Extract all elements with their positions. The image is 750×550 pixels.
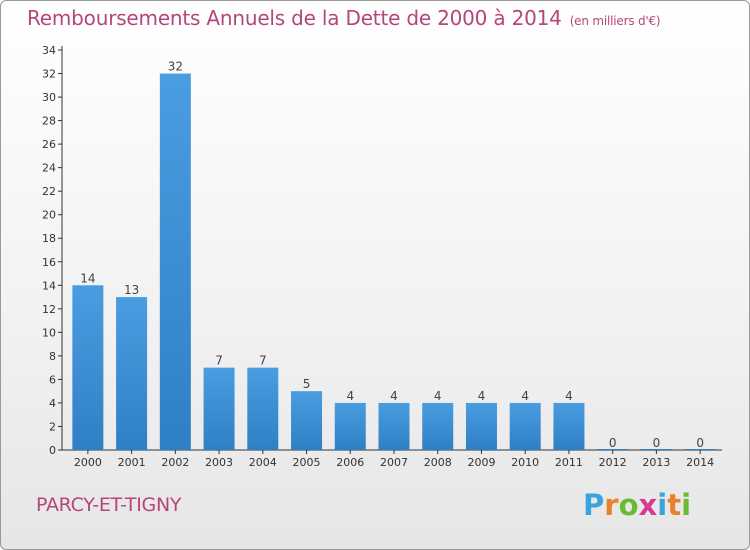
bar	[378, 402, 410, 450]
data-label: 7	[215, 354, 223, 368]
bar	[116, 297, 148, 450]
data-label: 13	[124, 283, 139, 297]
x-tick-label: 2004	[249, 456, 277, 469]
y-tick-label: 22	[42, 185, 56, 198]
data-label: 0	[653, 436, 661, 450]
y-tick-label: 2	[49, 420, 56, 433]
bar	[553, 402, 585, 450]
y-tick-label: 34	[42, 44, 56, 57]
data-label: 4	[521, 389, 529, 403]
logo-letter: i	[657, 488, 668, 522]
logo-letter: x	[638, 488, 658, 522]
proxiti-logo: Proxiti	[583, 488, 691, 522]
y-tick-label: 12	[42, 303, 56, 316]
bar	[422, 402, 454, 450]
x-tick-label: 2003	[205, 456, 233, 469]
y-tick-label: 20	[42, 209, 56, 222]
bar	[72, 285, 104, 450]
y-tick-label: 16	[42, 256, 56, 269]
logo-letter: r	[604, 488, 619, 522]
x-tick-label: 2012	[599, 456, 627, 469]
logo-letter: P	[583, 488, 605, 522]
bar	[159, 73, 191, 450]
bar	[203, 367, 235, 450]
bar	[640, 449, 672, 450]
data-label: 4	[346, 389, 354, 403]
x-tick-label: 2014	[686, 456, 714, 469]
y-tick-label: 6	[49, 373, 56, 386]
data-label: 4	[478, 389, 486, 403]
data-label: 4	[434, 389, 442, 403]
data-label: 0	[609, 436, 617, 450]
y-tick-label: 0	[49, 444, 56, 457]
data-label: 0	[696, 436, 704, 450]
data-label: 4	[390, 389, 398, 403]
commune-name: PARCY-ET-TIGNY	[36, 494, 182, 516]
bar	[247, 367, 279, 450]
y-tick-label: 28	[42, 115, 56, 128]
x-tick-label: 2001	[118, 456, 146, 469]
chart-unit: (en milliers d'€)	[569, 14, 661, 28]
logo-letter: t	[667, 488, 682, 522]
y-tick-label: 18	[42, 232, 56, 245]
bar	[291, 391, 323, 450]
logo-letter: o	[618, 488, 639, 522]
y-tick-label: 14	[42, 279, 56, 292]
bar	[597, 449, 629, 450]
x-tick-label: 2007	[380, 456, 408, 469]
y-tick-label: 26	[42, 138, 56, 151]
y-tick-label: 30	[42, 91, 56, 104]
x-tick-label: 2008	[424, 456, 452, 469]
x-tick-label: 2013	[642, 456, 670, 469]
y-tick-label: 24	[42, 162, 56, 175]
x-tick-label: 2005	[293, 456, 321, 469]
bar	[684, 449, 716, 450]
bar	[465, 402, 497, 450]
y-tick-label: 4	[49, 397, 56, 410]
bar	[509, 402, 541, 450]
x-tick-label: 2000	[74, 456, 102, 469]
data-label: 5	[303, 377, 311, 391]
data-label: 14	[80, 271, 95, 285]
logo-letter: i	[681, 488, 692, 522]
data-label: 32	[168, 60, 183, 74]
x-tick-label: 2002	[161, 456, 189, 469]
x-tick-label: 2010	[511, 456, 539, 469]
y-tick-label: 10	[42, 326, 56, 339]
x-tick-label: 2006	[336, 456, 364, 469]
x-tick-label: 2009	[467, 456, 495, 469]
data-label: 7	[259, 354, 267, 368]
chart-title-text: Remboursements Annuels de la Dette de 20…	[27, 6, 562, 30]
y-tick-label: 8	[49, 350, 56, 363]
y-tick-label: 32	[42, 68, 56, 81]
data-label: 4	[565, 389, 573, 403]
chart-title: Remboursements Annuels de la Dette de 20…	[27, 6, 661, 30]
x-tick-label: 2011	[555, 456, 583, 469]
bar	[334, 402, 366, 450]
